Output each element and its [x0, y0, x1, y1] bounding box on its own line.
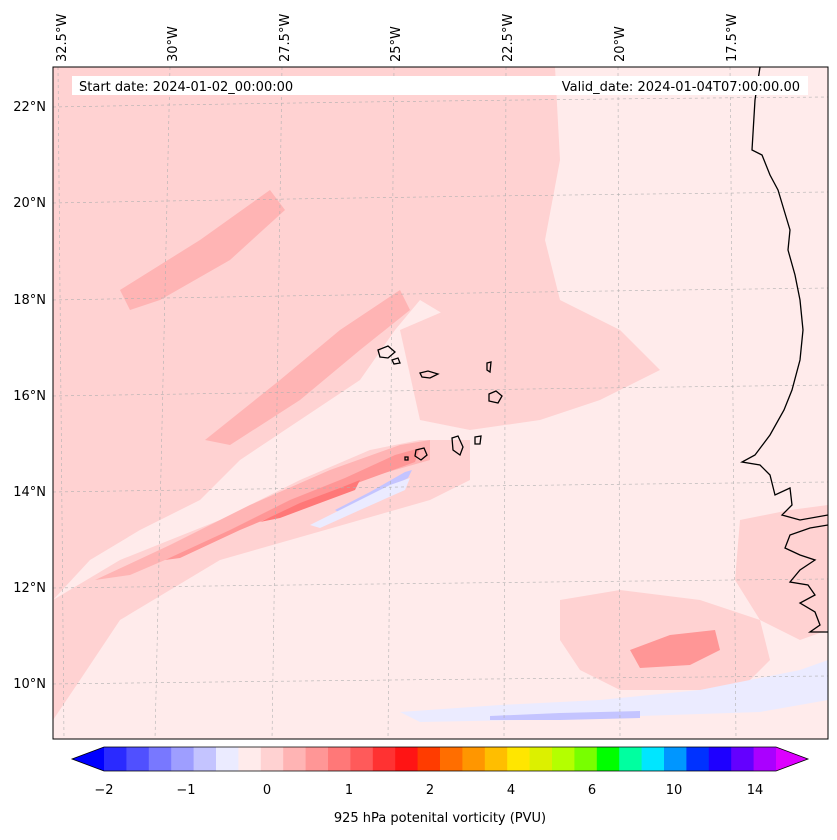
colorbar-outline	[70, 746, 810, 772]
start-date-label: Start date: 2024-01-02_00:00:00	[79, 80, 293, 95]
pv-negative-streak	[335, 470, 412, 513]
colorbar-swatch	[238, 747, 262, 771]
pv-band-middle	[205, 290, 410, 445]
colorbar-swatch	[440, 747, 463, 771]
coastline-africa	[740, 67, 828, 521]
cb-tick-neg1: −1	[176, 783, 195, 798]
colorbar-swatch	[305, 747, 329, 771]
pv-band-south-core	[165, 448, 420, 560]
lat-label-14n: 14°N	[13, 485, 46, 500]
lon-label-30w: 30°W	[166, 26, 181, 62]
colorbar-swatch	[148, 747, 172, 771]
cb-tick-10: 10	[666, 783, 683, 798]
cb-tick-2: 2	[426, 783, 434, 798]
colorbar-extend-min	[72, 747, 104, 771]
date-banner	[72, 76, 808, 95]
lat-label-12n: 12°N	[13, 581, 46, 596]
colorbar-swatch	[507, 747, 531, 771]
colorbar-ticks: −2 −1 0 1 2 4 6 10 14	[94, 783, 763, 798]
latitude-labels: 22°N 20°N 18°N 16°N 14°N 12°N 10°N	[13, 100, 46, 692]
pv-band-south	[95, 440, 430, 580]
cb-tick-neg2: −2	[94, 783, 113, 798]
colorbar-swatch	[395, 747, 419, 771]
graticule	[53, 67, 828, 739]
lat-label-22n: 22°N	[13, 100, 46, 115]
colorbar-swatch	[731, 747, 755, 771]
cape-verde-islands	[377, 345, 503, 461]
pv-region-central-tongue	[400, 300, 660, 430]
pv-east-core	[630, 630, 720, 668]
lon-label-32-5w: 32.5°W	[55, 14, 70, 62]
colorbar-swatch	[193, 747, 217, 771]
colorbar-swatch	[283, 747, 307, 771]
lon-label-20w: 20°W	[613, 26, 628, 62]
colorbar-swatch	[462, 747, 486, 771]
cb-tick-4: 4	[507, 783, 515, 798]
valid-date-label: Valid_date: 2024-01-04T07:00:00.00	[562, 80, 800, 95]
colorbar-swatch	[126, 747, 150, 771]
pv-negative-south-core	[490, 711, 640, 720]
colorbar-swatch	[552, 747, 575, 771]
colorbar-swatch	[664, 747, 687, 771]
colorbar-swatch	[171, 747, 195, 771]
longitude-labels: 32.5°W 30°W 27.5°W 25°W 22.5°W 20°W 17.5…	[55, 14, 740, 62]
lon-label-25w: 25°W	[389, 26, 404, 62]
lat-label-18n: 18°N	[13, 293, 46, 308]
lat-label-16n: 16°N	[13, 389, 46, 404]
colorbar-swatch	[619, 747, 643, 771]
colorbar-swatch	[260, 747, 284, 771]
cb-tick-0: 0	[263, 783, 271, 798]
cb-tick-1: 1	[345, 783, 353, 798]
colorbar-swatch	[328, 747, 351, 771]
lon-label-22-5w: 22.5°W	[501, 14, 516, 62]
colorbar-swatch	[417, 747, 441, 771]
colorbar-swatch	[216, 747, 239, 771]
lon-label-27-5w: 27.5°W	[278, 14, 293, 62]
colorbar-label: 925 hPa potenital vorticity (PVU)	[334, 811, 546, 826]
colorbar-swatch	[753, 747, 777, 771]
colorbar-swatch	[529, 747, 553, 771]
colorbar-swatch	[686, 747, 710, 771]
colorbar-swatch	[372, 747, 396, 771]
colorbar	[70, 746, 810, 772]
pv-region-west	[53, 67, 560, 600]
pv-negative-south	[400, 660, 828, 722]
colorbar-swatch	[350, 747, 374, 771]
pv-negative-streak-faint	[310, 478, 410, 528]
map-panel	[53, 67, 828, 739]
colorbar-swatch	[574, 747, 598, 771]
colorbar-swatch	[484, 747, 508, 771]
coastline-africa-south	[784, 524, 828, 633]
colorbar-swatch	[104, 747, 127, 771]
colorbar-swatch	[641, 747, 665, 771]
map-frame	[52, 66, 829, 740]
pv-region-west-lower	[53, 440, 470, 720]
cb-tick-14: 14	[747, 783, 764, 798]
lon-label-17-5w: 17.5°W	[725, 14, 740, 62]
pv-band-south-max	[260, 480, 360, 522]
colorbar-extend-max	[776, 747, 808, 771]
pv-band-north	[120, 190, 285, 310]
colorbar-swatch	[596, 747, 620, 771]
cb-tick-6: 6	[588, 783, 596, 798]
colorbar-swatch	[708, 747, 732, 771]
lat-label-20n: 20°N	[13, 196, 46, 211]
lat-label-10n: 10°N	[13, 677, 46, 692]
